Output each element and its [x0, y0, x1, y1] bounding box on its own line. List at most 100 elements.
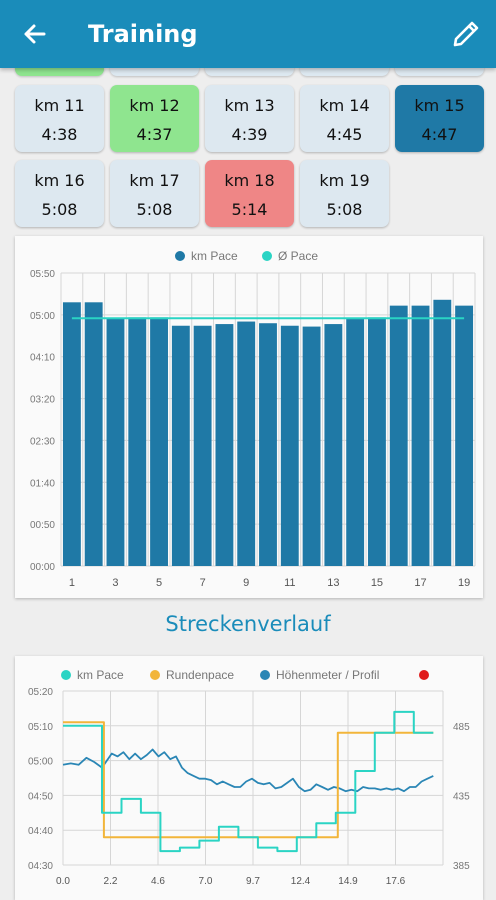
km-tile-pace: 5:08 [136, 200, 173, 219]
bar [324, 324, 343, 566]
x-tick-label: 4.6 [151, 876, 165, 887]
legend-dot-km-pace [175, 251, 185, 261]
km-tile[interactable]: km 14 4:45 [300, 85, 389, 152]
km-tile[interactable]: km 13 4:39 [205, 85, 294, 152]
right-y-tick-label: 435 [453, 791, 470, 802]
x-tick-label: 15 [371, 577, 383, 589]
bar [171, 325, 190, 566]
legend-label: km Pace [77, 668, 124, 682]
lap-pace-line [63, 721, 434, 839]
km-tile-label: km 15 [414, 96, 465, 115]
bar [389, 305, 408, 566]
km-tile-pace: 4:37 [136, 125, 173, 144]
route-line-chart: km Pace Rundenpace Höhenmeter / Profil 04:3… [28, 668, 470, 887]
x-tick-label: 2.2 [104, 876, 118, 887]
x-tick-label: 7 [200, 577, 206, 589]
bar [368, 317, 386, 566]
bar [84, 302, 103, 566]
bar [128, 317, 147, 566]
km-tile-label: km 19 [319, 171, 370, 190]
edit-button[interactable] [446, 14, 486, 54]
km-tile-label: km 12 [129, 96, 180, 115]
y-tick-label: 00:00 [30, 562, 55, 573]
x-tick-label: 14.9 [338, 876, 358, 887]
legend-label: km Pace [191, 249, 238, 263]
legend-dot-km-pace [61, 670, 71, 680]
x-tick-label: 0.0 [56, 876, 70, 887]
x-tick-label: 9 [243, 577, 249, 589]
y-tick-label: 02:30 [30, 436, 55, 447]
km-tile[interactable]: km 19 5:08 [300, 160, 389, 227]
y-tick-label: 01:40 [30, 478, 55, 489]
x-tick-label: 12.4 [291, 876, 311, 887]
left-y-tick-label: 04:30 [28, 861, 53, 872]
x-tick-label: 17 [414, 577, 426, 589]
back-button[interactable] [14, 16, 54, 52]
km-tile-pace: 4:38 [41, 125, 78, 144]
km-tile-label: km 16 [34, 171, 85, 190]
left-y-tick-label: 04:40 [28, 826, 53, 837]
km-tile-label: km 13 [224, 96, 275, 115]
km-tile[interactable]: km 17 5:08 [110, 160, 199, 227]
left-y-tick-label: 05:10 [28, 722, 53, 733]
y-tick-label: 00:50 [30, 520, 55, 531]
y-tick-label: 05:50 [30, 269, 55, 280]
bar [280, 325, 299, 566]
bar [215, 324, 234, 566]
app-bar: Training [0, 0, 496, 68]
x-tick-label: 5 [156, 577, 162, 589]
bar [62, 302, 81, 566]
km-tile-pace: 5:14 [231, 200, 268, 219]
bar [237, 321, 256, 566]
x-tick-label: 9.7 [246, 876, 260, 887]
left-y-tick-label: 05:20 [28, 687, 53, 698]
km-tile-pace: 5:08 [326, 200, 363, 219]
bar [106, 318, 125, 566]
pace-bar-chart-card: km Pace Ø Pace 00:00 00:50 01:40 02:30 03:20 04… [15, 236, 483, 598]
left-y-tick-label: 05:00 [28, 757, 53, 768]
km-tile[interactable]: km 12 4:37 [110, 85, 199, 152]
y-tick-label: 05:00 [30, 311, 55, 322]
bar [346, 319, 365, 566]
km-tile-label: km 18 [224, 171, 275, 190]
x-tick-label: 17.6 [386, 876, 406, 887]
legend-dot-marker [419, 670, 429, 680]
arrow-back-icon [24, 24, 46, 44]
legend-dot-elevation [260, 670, 270, 680]
km-tile-label: km 11 [34, 96, 85, 115]
pace-bar-chart: km Pace Ø Pace 00:00 00:50 01:40 02:30 03:20 04… [30, 249, 476, 589]
bar [150, 317, 168, 566]
left-y-tick-label: 04:50 [28, 791, 53, 802]
km-pace-line [63, 710, 434, 853]
chart-legend: km Pace Rundenpace Höhenmeter / Profil [61, 668, 429, 682]
elevation-line [62, 748, 434, 793]
bar [302, 326, 321, 566]
legend-label: Ø Pace [278, 249, 318, 263]
x-tick-label: 13 [327, 577, 339, 589]
legend-label: Rundenpace [166, 668, 234, 682]
section-title: Streckenverlauf [165, 612, 331, 636]
km-tile-pace: 5:08 [41, 200, 78, 219]
km-tile-pace: 4:39 [231, 125, 268, 144]
km-tile[interactable]: km 15 4:47 [395, 85, 484, 152]
x-tick-label: 11 [284, 577, 295, 589]
km-tile[interactable]: km 18 5:14 [205, 160, 294, 227]
y-tick-label: 03:20 [30, 395, 55, 406]
bar [433, 299, 452, 566]
km-tile[interactable]: km 16 5:08 [15, 160, 104, 227]
page-title: Training [88, 20, 198, 48]
x-tick-label: 7.0 [199, 876, 213, 887]
bar [411, 305, 430, 566]
legend-dot-avg-pace [262, 251, 272, 261]
km-tile-pace: 4:45 [326, 125, 363, 144]
x-tick-label: 1 [69, 577, 75, 589]
bar [455, 305, 474, 566]
legend-label: Höhenmeter / Profil [276, 668, 379, 682]
bar [259, 323, 277, 566]
km-tile[interactable]: km 11 4:38 [15, 85, 104, 152]
right-y-tick-label: 385 [453, 861, 470, 872]
right-y-tick-label: 485 [453, 722, 470, 733]
x-tick-label: 3 [112, 577, 118, 589]
x-tick-label: 19 [458, 577, 470, 589]
km-tile-label: km 17 [129, 171, 180, 190]
